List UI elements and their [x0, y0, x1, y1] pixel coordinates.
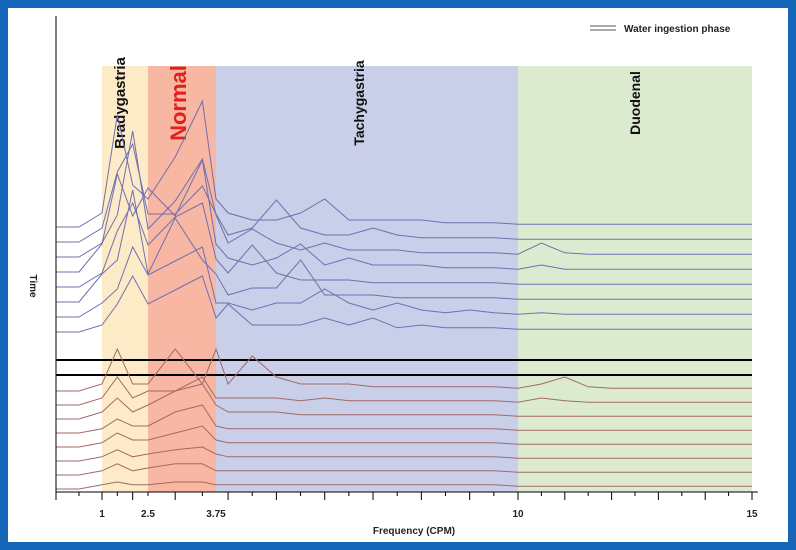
spectra-lines — [56, 99, 752, 490]
spectrum-before-4 — [56, 158, 752, 273]
spectrum-before-5 — [56, 201, 752, 288]
spectrum-before-8 — [56, 274, 752, 333]
spectrum-after-6 — [56, 446, 752, 462]
band-bradygastria — [102, 66, 148, 492]
x-axis — [55, 16, 758, 493]
chart-panel: Bradygastria Normal Tachygastria Duodenal 1… — [8, 8, 788, 542]
spectra-chart: Bradygastria Normal Tachygastria Duodenal 1… — [27, 16, 758, 537]
band-labels: Bradygastria Normal Tachygastria Duodenal — [112, 56, 643, 148]
band-label-bradygastria: Bradygastria — [112, 56, 129, 148]
spectrum-before-2 — [56, 142, 752, 243]
spectrum-before-7 — [56, 245, 752, 318]
band-label-normal: Normal — [166, 65, 191, 141]
x-tick-label: 2.5 — [141, 509, 155, 520]
y-axis-title: Time — [27, 274, 38, 298]
band-tachygastria — [216, 66, 518, 492]
band-layer — [102, 66, 752, 492]
spectrum-before-3 — [56, 130, 752, 258]
x-tick-label: 15 — [746, 509, 758, 520]
spectrum-before-6 — [56, 189, 752, 303]
x-ticks: 1 2.5 3.75 10 15 — [55, 492, 758, 520]
spectrum-after-4 — [56, 404, 752, 434]
x-tick-label: 1 — [99, 509, 105, 520]
band-label-duodenal: Duodenal — [627, 71, 643, 135]
x-axis-title: Frequency (CPM) — [373, 526, 455, 537]
x-tick-label: 3.75 — [206, 509, 226, 520]
legend-label: Water ingestion phase — [624, 24, 731, 35]
spectrum-after-2 — [56, 376, 752, 406]
band-duodenal — [518, 66, 752, 492]
spectrum-after-5 — [56, 425, 752, 448]
spectrum-after-7 — [56, 463, 752, 476]
band-normal — [148, 66, 216, 492]
x-tick-label: 10 — [512, 509, 524, 520]
spectrum-after-3 — [56, 383, 752, 420]
band-label-tachygastria: Tachygastria — [351, 60, 367, 146]
legend: Water ingestion phase — [590, 24, 731, 35]
spectrum-after-1 — [56, 347, 752, 392]
spectrum-after-8 — [56, 481, 752, 490]
